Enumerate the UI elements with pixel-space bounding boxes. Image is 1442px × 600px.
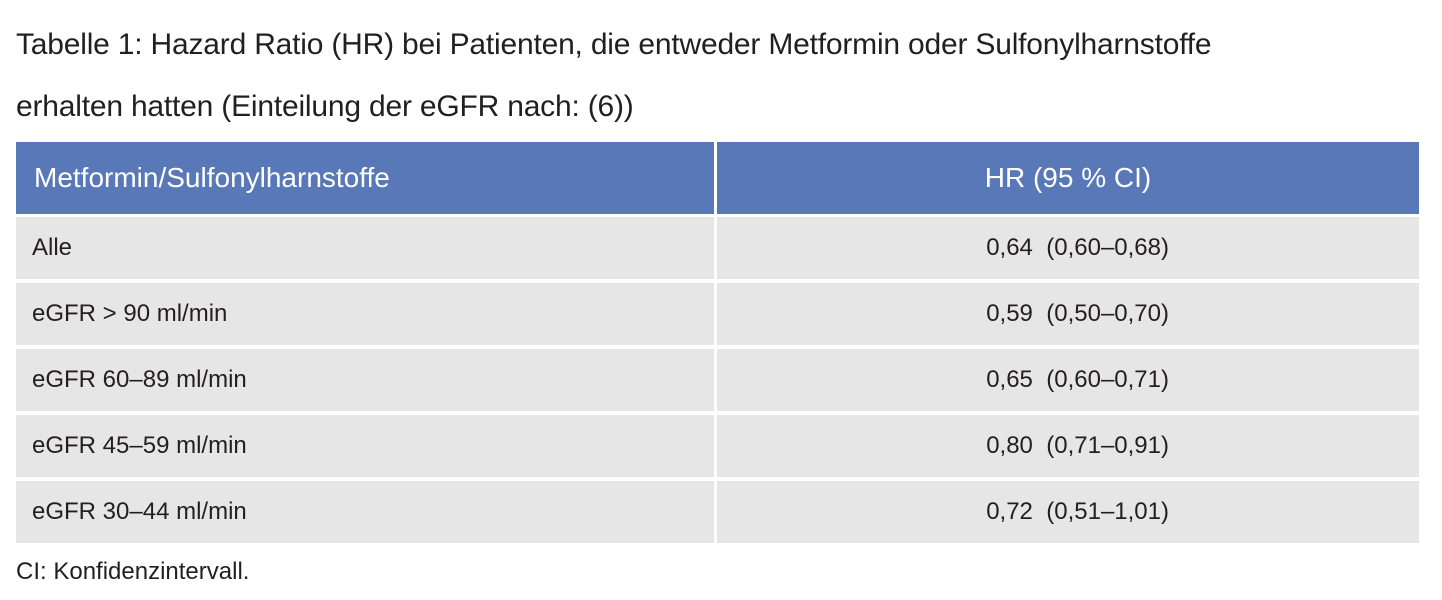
row-hr-value: 0,59 (0,50–0,70) <box>717 283 1419 349</box>
row-label: eGFR 60–89 ml/min <box>16 349 717 415</box>
table-caption: Tabelle 1: Hazard Ratio (HR) bei Patient… <box>16 14 1436 138</box>
row-label: Alle <box>16 217 717 283</box>
row-label: eGFR 45–59 ml/min <box>16 415 717 481</box>
table-row: eGFR 60–89 ml/min 0,65 (0,60–0,71) <box>16 349 1419 415</box>
hazard-ratio-table: Metformin/Sulfonylharnstoffe HR (95 % CI… <box>16 142 1419 543</box>
table-footnote: CI: Konfidenzintervall. <box>16 558 250 585</box>
row-label: eGFR > 90 ml/min <box>16 283 717 349</box>
row-hr-value: 0,80 (0,71–0,91) <box>717 415 1419 481</box>
header-group: Metformin/Sulfonylharnstoffe <box>16 142 717 217</box>
header-hr: HR (95 % CI) <box>717 142 1419 217</box>
table-header-row: Metformin/Sulfonylharnstoffe HR (95 % CI… <box>16 142 1419 217</box>
table-row: eGFR 30–44 ml/min 0,72 (0,51–1,01) <box>16 481 1419 543</box>
row-label: eGFR 30–44 ml/min <box>16 481 717 543</box>
caption-line-2: erhalten hatten (Einteilung der eGFR nac… <box>16 90 634 123</box>
caption-line-1: Tabelle 1: Hazard Ratio (HR) bei Patient… <box>16 28 1212 61</box>
table-row: eGFR > 90 ml/min 0,59 (0,50–0,70) <box>16 283 1419 349</box>
table-row: eGFR 45–59 ml/min 0,80 (0,71–0,91) <box>16 415 1419 481</box>
row-hr-value: 0,65 (0,60–0,71) <box>717 349 1419 415</box>
row-hr-value: 0,64 (0,60–0,68) <box>717 217 1419 283</box>
row-hr-value: 0,72 (0,51–1,01) <box>717 481 1419 543</box>
table-row: Alle 0,64 (0,60–0,68) <box>16 217 1419 283</box>
